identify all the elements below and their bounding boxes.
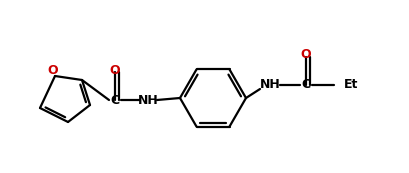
- Text: NH: NH: [137, 93, 158, 107]
- Text: NH: NH: [260, 79, 281, 92]
- Text: C: C: [110, 93, 119, 107]
- Text: O: O: [110, 65, 120, 78]
- Text: O: O: [301, 48, 311, 61]
- Text: O: O: [48, 65, 58, 78]
- Text: C: C: [301, 79, 310, 92]
- Text: Et: Et: [344, 79, 358, 92]
